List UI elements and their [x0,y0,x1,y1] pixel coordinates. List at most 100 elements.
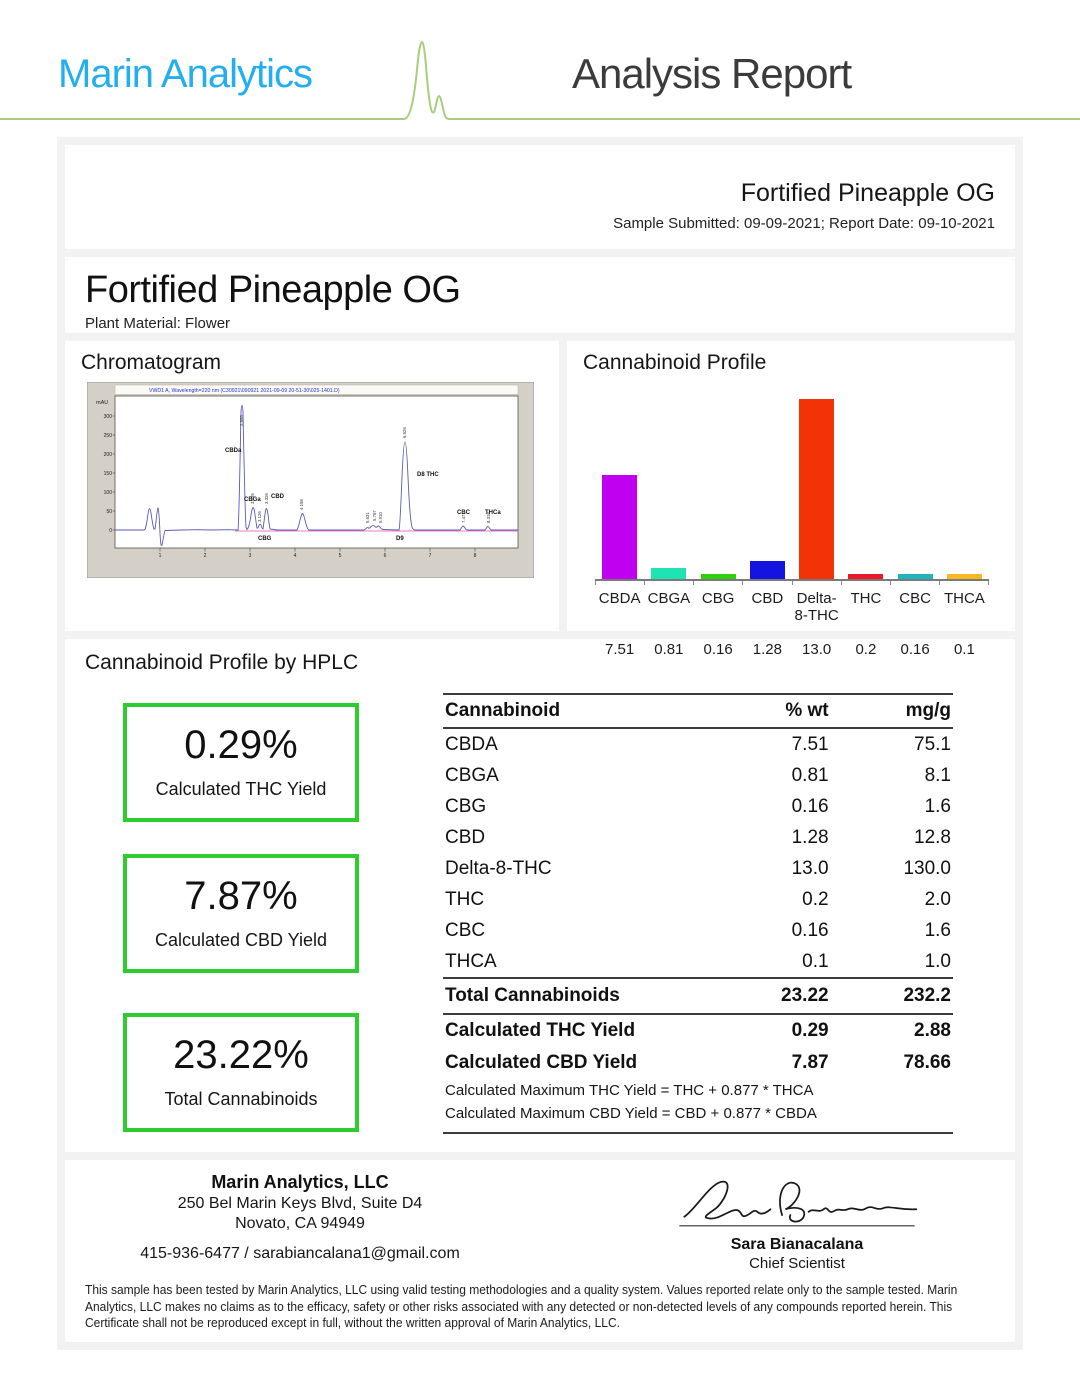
chromatogram-card: Chromatogram VWD1 A, Wavelength=220 nm (… [65,341,559,631]
table-cell: 1.6 [924,795,951,817]
chrom-label: 50 [106,509,112,515]
chrom-label: 7.471 [461,512,466,523]
bar-value: 7.51 [605,640,635,658]
bar-value: 0.16 [900,640,930,658]
brand-logo: Marin Analytics [58,52,313,96]
table-cell: Delta-8-THC [445,857,552,879]
table-cell: 0.29 [791,1020,829,1041]
axis-tick [645,581,695,585]
table-cell: 12.8 [914,826,951,848]
chrom-label: 5.631 [365,512,370,523]
chrom-label: 3 [249,553,252,559]
axis-tick [891,581,940,585]
table-cell: 75.1 [914,733,951,755]
chrom-label: 2.855 [239,415,244,426]
axis-tick [595,581,646,585]
hplc-section-title: Cannabinoid Profile by HPLC [85,651,359,674]
cannabinoid-bar-chart: CBDA CBGA CBG CBD Delta-8-THC THC CBC THCA 7.51… [595,397,989,658]
table-cell: 130.0 [903,857,951,879]
chrom-label: CBC [457,510,471,516]
table-cell: 7.51 [791,733,829,755]
chrom-label: 2 [204,553,207,559]
chrom-label: CBG [258,536,272,542]
table-cell: 7.87 [791,1052,829,1073]
axis-tick [842,581,891,585]
profile-section-title: Cannabinoid Profile [583,351,767,374]
bar-label: CBDA [598,590,641,607]
table-header: mg/g [830,693,953,729]
chrom-label: 7 [429,553,432,559]
bar-label: CBG [701,590,735,607]
chrom-label: CBGa [244,497,261,503]
signature-icon [679,1180,918,1227]
hplc-card: Cannabinoid Profile by HPLC 0.29% Calcul… [65,639,1015,1152]
cannabinoid-profile-card: Cannabinoid Profile CBDA CBGA CBG CBD Delta-… [567,341,1015,658]
table-header: Cannabinoid [443,693,709,729]
thc-yield-box: 0.29% Calculated THC Yield [123,703,359,822]
bar-chart-columns [595,397,989,581]
chrom-label: 1 [159,553,162,559]
total-cannabinoids-label: Total Cannabinoids [164,1089,318,1109]
table-row: THCA 0.1 1.0 [443,946,953,978]
table-row: THC 0.2 2.0 [443,884,953,915]
bar-label: CBGA [647,590,691,607]
table-total-row: Total Cannabinoids 23.22 232.2 [443,977,953,1015]
bar-thc [848,574,884,579]
bar-cbc [897,574,933,579]
table-row: Delta-8-THC 13.0 130.0 [443,853,953,884]
bar-column [940,397,989,579]
table-footnote: Calculated Maximum CBD Yield = CBD + 0.8… [443,1102,953,1134]
chrom-label: 250 [104,433,113,439]
table-cell: 1.28 [791,826,829,848]
lab-info: Marin Analytics, LLC 250 Bel Marin Keys … [85,1172,515,1272]
chrom-label: 150 [104,471,113,477]
table-cell: THCA [445,950,497,972]
bar-label: THC [850,590,882,607]
bar-thca [946,574,982,579]
report-header: Marin Analytics Analysis Report [0,0,1080,137]
chrom-label: 8.318 [486,512,491,523]
bar-value: 13.0 [802,640,832,658]
chrom-label: 300 [104,414,113,420]
chrom-label: 3.326 [264,493,269,504]
table-cell: 13.0 [791,857,829,879]
signer-title: Chief Scientist [749,1255,845,1272]
footnote-text: Calculated Maximum CBD Yield = CBD + 0.8… [443,1102,953,1134]
cbd-yield-label: Calculated CBD Yield [154,930,328,950]
lab-address-2: Novato, CA 94949 [235,1215,365,1232]
axis-tick [793,581,842,585]
bar-cbda [602,475,638,579]
table-cell: CBGA [445,764,499,786]
chrom-label: D8 THC [417,472,439,478]
chrom-label: 0 [109,528,112,534]
chromatogram-section-title: Chromatogram [81,351,222,374]
bar-value: 0.1 [953,640,975,658]
strain-name: Fortified Pineapple OG [85,269,461,311]
lab-contact: 415-936-6477 / sarabiancalana1@gmail.com [140,1245,460,1262]
table-cell: Total Cannabinoids [443,977,709,1015]
cbd-yield-box: 7.87% Calculated CBD Yield [123,854,359,973]
total-cannabinoids-box: 23.22% Total Cannabinoids [123,1013,359,1132]
bar-label: CBC [899,590,931,607]
table-cell: Calculated THC Yield [445,1020,636,1041]
plant-material: Plant Material: Flower [85,315,231,332]
bar-label: CBD [751,590,784,607]
bar-delta-8-thc [799,399,835,579]
axis-tick [940,581,989,585]
chrom-label: 6 [384,553,387,559]
table-cell: CBD [445,826,486,848]
chromatogram-image: VWD1 A, Wavelength=220 nm (C30921\090921… [86,381,543,583]
bar-value: 0.2 [855,640,877,658]
bar-value: 1.28 [752,640,782,658]
bar-label: THCA [943,590,985,607]
table-cell: 1.0 [924,950,951,972]
chrom-label: CBD [271,494,285,500]
table-cell: 0.2 [802,888,829,910]
table-cell: 0.16 [791,919,829,941]
table-cell: 0.16 [791,795,829,817]
bar-column [891,397,940,579]
chrom-label: 4.158 [299,499,304,510]
table-row: CBG 0.16 1.6 [443,791,953,822]
table-cell: 232.2 [830,977,953,1015]
sample-name: Fortified Pineapple OG [740,179,995,207]
